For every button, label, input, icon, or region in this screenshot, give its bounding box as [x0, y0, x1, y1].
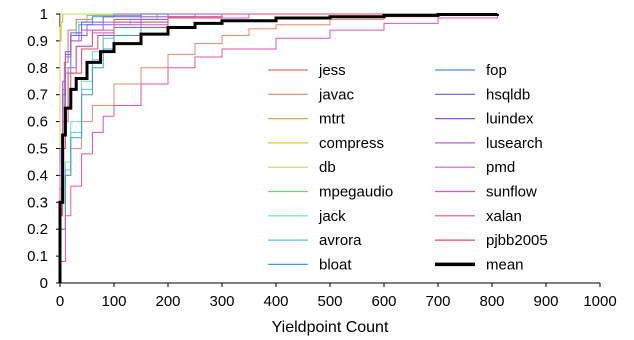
- y-tick-label: 0.2: [27, 221, 48, 238]
- series-line-xalan: [59, 13, 498, 283]
- legend-label-fop: fop: [486, 62, 507, 79]
- legend-label-compress: compress: [319, 135, 384, 152]
- legend-label-jack: jack: [318, 208, 346, 225]
- x-tick-label: 800: [479, 293, 504, 310]
- series-line-pjbb2005: [59, 13, 498, 283]
- series-line-compress: [59, 13, 498, 283]
- legend-label-mtrt: mtrt: [319, 111, 346, 128]
- series-line-pmd: [59, 13, 498, 283]
- y-tick-label: 0.7: [27, 87, 48, 104]
- series-layer: [58, 13, 499, 283]
- legend-label-jess: jess: [318, 62, 346, 79]
- series-line-hsqldb: [59, 13, 498, 283]
- legend-label-mean: mean: [486, 256, 524, 273]
- series-line-mtrt: [59, 13, 498, 283]
- x-tick-label: 600: [371, 293, 396, 310]
- legend-label-bloat: bloat: [319, 256, 352, 273]
- legend-label-javac: javac: [318, 86, 355, 103]
- x-tick-label: 700: [425, 293, 450, 310]
- series-line-mpegaudio: [59, 13, 498, 283]
- legend-label-pmd: pmd: [486, 159, 515, 176]
- legend: jess javac mtrt compress db mpegaudio jack avro…: [268, 62, 548, 273]
- legend-label-luindex: luindex: [486, 111, 534, 128]
- legend-label-hsqldb: hsqldb: [486, 86, 530, 103]
- y-tick-label: 0.3: [27, 194, 48, 211]
- x-axis-title: Yieldpoint Count: [272, 319, 389, 336]
- series-line-mean: [58, 13, 499, 283]
- series-line-jack: [59, 13, 498, 283]
- legend-label-db: db: [319, 159, 336, 176]
- series-line-db: [59, 13, 498, 283]
- y-tick-label: 0.1: [27, 248, 48, 265]
- x-tick-label: 500: [317, 293, 342, 310]
- y-tick-label: 0.9: [27, 33, 48, 50]
- legend-label-sunflow: sunflow: [486, 184, 537, 201]
- series-line-jess: [59, 13, 498, 283]
- y-tick-label: 0.5: [27, 141, 48, 158]
- series-line-bloat: [59, 13, 498, 283]
- y-tick-label: 1: [40, 6, 48, 23]
- series-line-fop: [59, 13, 498, 283]
- x-tick-label: 200: [155, 293, 180, 310]
- y-tick-label: 0.6: [27, 114, 48, 131]
- legend-label-lusearch: lusearch: [486, 135, 543, 152]
- series-line-javac: [59, 14, 498, 283]
- x-tick-label: 900: [533, 293, 558, 310]
- series-line-avrora: [59, 13, 498, 283]
- x-tick-label: 300: [209, 293, 234, 310]
- legend-label-pjbb2005: pjbb2005: [486, 232, 548, 249]
- legend-label-mpegaudio: mpegaudio: [319, 184, 393, 201]
- x-tick-label: 1000: [583, 293, 616, 310]
- x-tick-label: 0: [56, 293, 64, 310]
- y-tick-label: 0.8: [27, 60, 48, 77]
- legend-label-avrora: avrora: [319, 232, 362, 249]
- y-tick-label: 0.4: [27, 167, 48, 184]
- x-tick-label: 100: [101, 293, 126, 310]
- series-line-lusearch: [59, 13, 498, 283]
- axes: 0 0.1 0.2 0.3 0.4 0.5 0.6 0.7 0.8 0.9 1 0 100 200 300 4…: [27, 6, 617, 310]
- series-line-luindex: [59, 13, 498, 283]
- y-tick-label: 0: [40, 275, 48, 292]
- series-line-sunflow: [59, 14, 498, 283]
- legend-label-xalan: xalan: [486, 208, 522, 225]
- x-tick-label: 400: [263, 293, 288, 310]
